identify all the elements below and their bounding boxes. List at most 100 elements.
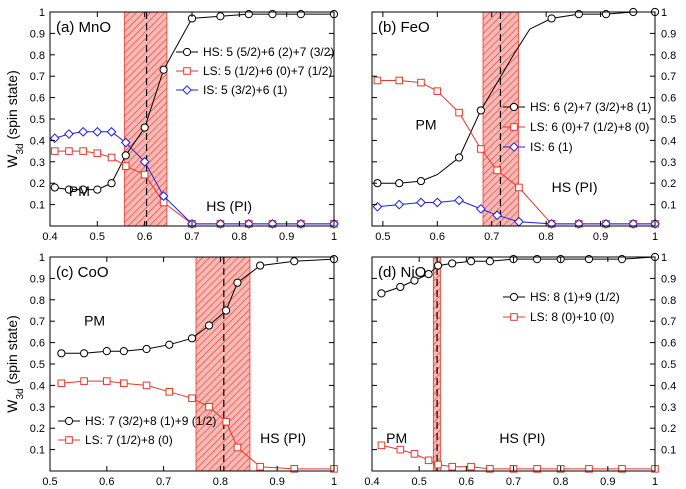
data-point: [396, 445, 405, 454]
data-point: [454, 153, 464, 162]
annotation: PM: [416, 117, 437, 133]
data-point: [107, 179, 116, 188]
data-point: [57, 349, 66, 358]
transition-region: [195, 257, 250, 471]
data-point: [233, 278, 242, 287]
series-1: [377, 441, 659, 473]
y-tick-label: 0.7: [30, 71, 45, 83]
legend-entry: HS: 5 (5/2)+6 (2)+7 (3/2): [203, 45, 334, 59]
data-point: [79, 349, 89, 358]
x-tick-label: 0.6: [430, 231, 445, 243]
data-point: [290, 257, 299, 266]
x-tick-label: 0.7: [156, 476, 171, 488]
y-tick-label: 0.1: [30, 200, 45, 212]
data-point: [79, 185, 88, 194]
y-tick-label: 1: [39, 252, 45, 264]
y-tick-label: 0.7: [30, 316, 45, 328]
y-tick-label: 0.4: [30, 380, 45, 392]
data-point: [515, 183, 523, 192]
x-tick-label: 1: [652, 231, 658, 243]
data-point: [65, 147, 73, 155]
data-point: [416, 197, 426, 208]
data-point: [57, 379, 66, 388]
data-point: [165, 340, 174, 349]
x-tick-label: 0.5: [90, 231, 105, 243]
data-point: [49, 133, 60, 144]
data-point: [394, 199, 405, 210]
data-point: [434, 460, 442, 469]
data-point: [547, 14, 556, 23]
data-point: [448, 259, 457, 268]
y-tick-label: 0.2: [30, 423, 45, 435]
data-point: [377, 289, 386, 298]
annotation: PM: [386, 430, 407, 446]
data-point: [233, 443, 242, 452]
series-0: [50, 10, 339, 194]
panel-3: 0.4 0.5 0.6 0.7 0.8 0.9 1 0.1 0.2 0.3 0.4 0.5 0.6 0.7…: [364, 252, 676, 489]
y-tick-label: 0.5: [661, 359, 676, 371]
legend-marker: [510, 313, 518, 321]
data-point: [102, 347, 111, 356]
y-tick-label: 0.1: [661, 445, 676, 457]
data-point: [158, 191, 169, 201]
panel-0: 0.4 0.5 0.6 0.7 0.8 0.9 1 0.1 0.2 0.3 0.4 0.5 0.6 0.7…: [4, 7, 339, 243]
data-point: [216, 12, 225, 21]
legend-marker: [182, 47, 192, 57]
data-point: [142, 344, 151, 354]
x-tick-label: 1: [331, 231, 337, 243]
legend-entry: LS: 6 (0)+7 (1/2)+8 (0): [530, 120, 649, 134]
data-point: [410, 450, 419, 458]
y-tick-label: 0.5: [30, 359, 45, 371]
series-line: [54, 13, 334, 191]
data-point: [187, 334, 197, 343]
legend-marker: [510, 123, 518, 131]
data-point: [454, 195, 464, 206]
x-tick-label: 1: [652, 476, 658, 488]
x-tick-label: 0.8: [232, 231, 247, 243]
y-tick-label: 0.9: [30, 28, 45, 40]
x-tick-label: 0.8: [213, 476, 228, 488]
data-point: [78, 126, 89, 137]
data-point: [377, 441, 386, 450]
data-point: [64, 185, 74, 194]
data-point: [103, 377, 111, 385]
panel-2: 0.5 0.6 0.7 0.8 0.9 1 0.1 0.2 0.3 0.4 0.5 0.6 0.7 0.8…: [4, 252, 339, 489]
x-tick-label: 0.9: [270, 476, 285, 488]
y-tick-label: 0.8: [30, 295, 45, 307]
legend-entry: LS: 7 (1/2)+8 (0): [85, 433, 173, 447]
data-point: [533, 465, 541, 473]
legend-entry: IS: 5 (3/2)+6 (1): [203, 83, 287, 97]
y-axis-label: W3d (spin state): [4, 70, 26, 167]
series-0: [377, 252, 660, 298]
x-tick-label: 0.7: [484, 231, 499, 243]
data-point: [79, 147, 87, 155]
data-point: [433, 87, 442, 95]
y-tick-label: 0.6: [661, 338, 676, 350]
y-tick-label: 0.5: [30, 114, 45, 126]
x-tick-label: 0.5: [412, 476, 427, 488]
data-point: [455, 108, 463, 117]
data-point: [424, 270, 433, 279]
data-point: [448, 462, 456, 471]
x-tick-label: 0.9: [279, 231, 294, 243]
data-point: [486, 465, 494, 473]
legend-entry: LS: 5 (1/2)+6 (0)+7 (1/2): [203, 64, 332, 78]
y-tick-label: 1: [39, 7, 45, 19]
y-tick-label: 0.7: [661, 316, 676, 328]
data-point: [106, 126, 117, 137]
y-tick-label: 0.6: [30, 93, 45, 105]
panel-label: (b) FeO: [378, 19, 430, 36]
data-point: [485, 257, 495, 266]
y-tick-label: 0.8: [30, 50, 45, 62]
data-point: [142, 381, 151, 390]
x-tick-label: 0.9: [600, 476, 615, 488]
legend-marker: [65, 436, 73, 444]
data-point: [93, 149, 102, 158]
y-tick-label: 0.2: [661, 423, 676, 435]
data-point: [396, 282, 405, 292]
x-tick-label: 0.7: [506, 476, 521, 488]
legend-entry: LS: 8 (0)+10 (0): [530, 310, 614, 324]
legend-entry: HS: 6 (2)+7 (3/2)+8 (1): [530, 100, 651, 114]
x-tick-label: 0.9: [593, 231, 608, 243]
